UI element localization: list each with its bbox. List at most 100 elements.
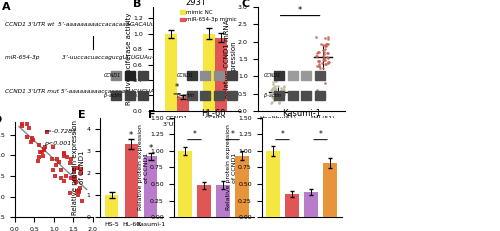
Point — [320, 43, 328, 47]
Point — [318, 61, 326, 64]
Point — [62, 174, 70, 177]
Point — [268, 100, 276, 104]
Point — [321, 82, 329, 85]
Bar — [324, 163, 336, 217]
Text: F: F — [148, 110, 156, 120]
Bar — [138, 91, 148, 100]
Bar — [315, 71, 325, 80]
Bar — [288, 71, 298, 80]
Bar — [165, 34, 177, 111]
Bar — [214, 91, 224, 100]
Point — [324, 62, 332, 65]
Y-axis label: Relative protein expression
of CCND1: Relative protein expression of CCND1 — [138, 125, 148, 210]
Point — [269, 80, 277, 83]
Bar — [200, 71, 210, 80]
Point — [279, 95, 287, 98]
Point — [78, 199, 86, 203]
Text: *: * — [129, 131, 134, 140]
Point — [66, 191, 74, 195]
Point — [322, 45, 330, 48]
Point — [320, 52, 328, 56]
Point — [316, 70, 324, 74]
Bar — [144, 156, 157, 217]
Point — [313, 88, 321, 92]
Bar — [266, 151, 280, 217]
Bar — [301, 91, 312, 100]
Bar — [198, 185, 210, 217]
Bar — [228, 91, 237, 100]
Point — [276, 92, 284, 96]
Point — [71, 175, 79, 178]
Point — [274, 90, 282, 94]
Text: *: * — [230, 130, 234, 139]
Bar — [138, 71, 148, 80]
Bar — [124, 91, 134, 100]
Point — [320, 58, 328, 62]
Point — [36, 151, 44, 154]
Point — [324, 60, 332, 64]
Point — [316, 66, 324, 70]
Text: β-actin: β-actin — [264, 93, 281, 98]
Bar — [274, 91, 284, 100]
Point — [270, 87, 278, 91]
Point — [276, 91, 283, 94]
Point — [272, 90, 280, 94]
Point — [272, 79, 280, 83]
Point — [320, 49, 328, 52]
Point — [52, 163, 60, 167]
Text: CCND1 3’UTR wt  5’-aaaaaaaaaccacacaaAGACAUu-3’: CCND1 3’UTR wt 5’-aaaaaaaaaccacacaaAGACA… — [5, 22, 162, 27]
Point — [35, 143, 43, 147]
Point — [272, 84, 280, 88]
Point — [28, 136, 36, 140]
Point — [76, 167, 84, 170]
Bar — [286, 194, 298, 217]
Point — [325, 61, 333, 64]
Point — [274, 77, 282, 81]
Text: *: * — [148, 144, 153, 153]
Point — [276, 90, 284, 94]
Point — [319, 66, 327, 70]
Text: CCND1: CCND1 — [176, 73, 194, 78]
Text: A: A — [2, 2, 11, 12]
Point — [268, 88, 276, 91]
Point — [270, 85, 278, 89]
Bar — [106, 195, 118, 217]
Point — [57, 168, 65, 172]
Point — [323, 42, 331, 46]
Legend: mimic NC, miR-654-3p mimic: mimic NC, miR-654-3p mimic — [180, 10, 237, 22]
Bar — [125, 144, 138, 217]
Y-axis label: Relative CCND1 mRNA
expression: Relative CCND1 mRNA expression — [224, 20, 236, 98]
Point — [324, 52, 332, 55]
Point — [276, 90, 283, 93]
Point — [39, 154, 47, 158]
Point — [317, 75, 325, 78]
Bar — [186, 71, 197, 80]
Point — [278, 96, 286, 99]
Point — [26, 126, 34, 130]
Point — [44, 130, 52, 134]
Point — [70, 169, 78, 173]
Point — [75, 189, 83, 192]
Bar — [216, 185, 230, 217]
Text: p<0.001: p<0.001 — [44, 141, 72, 146]
Point — [274, 92, 281, 96]
Point — [324, 35, 332, 39]
Point — [315, 62, 323, 66]
Point — [280, 85, 287, 89]
Point — [316, 65, 324, 68]
Point — [75, 190, 83, 194]
Bar — [304, 192, 318, 217]
Y-axis label: Relative protein expression
of CCND1: Relative protein expression of CCND1 — [226, 125, 236, 210]
Bar — [186, 91, 197, 100]
Point — [271, 92, 279, 96]
Point — [324, 51, 332, 55]
Point — [322, 36, 330, 40]
Point — [72, 180, 80, 184]
Point — [274, 92, 281, 96]
Point — [38, 150, 46, 154]
Point — [270, 98, 278, 101]
Point — [60, 154, 68, 158]
Title: Kasumi-1: Kasumi-1 — [282, 109, 321, 118]
Point — [269, 82, 277, 86]
Point — [28, 140, 36, 144]
